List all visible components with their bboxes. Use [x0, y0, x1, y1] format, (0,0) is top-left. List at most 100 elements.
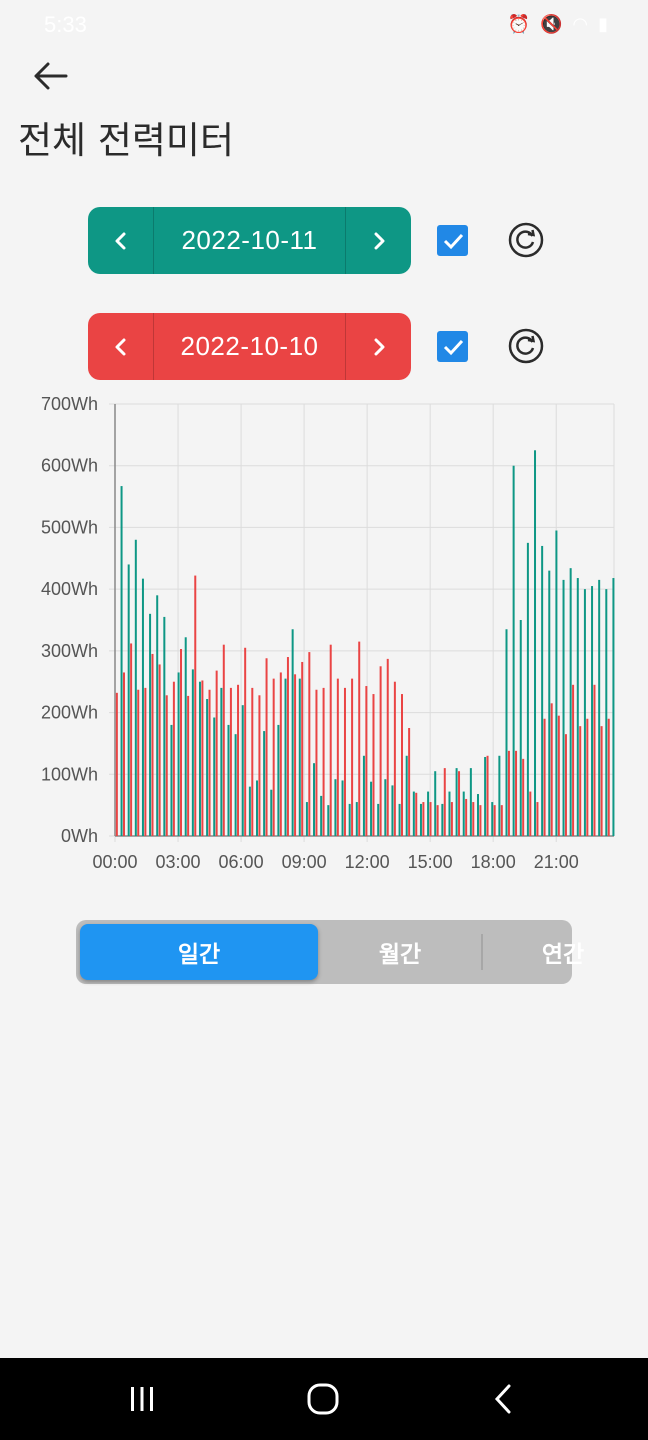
bar-current	[156, 595, 159, 836]
refresh-icon	[508, 328, 544, 364]
bar-compare	[379, 666, 382, 836]
x-tick-label: 15:00	[408, 852, 453, 872]
bar-current	[562, 579, 565, 836]
tab-yearly[interactable]: 연간	[541, 942, 585, 968]
status-time: 5:33	[44, 12, 87, 37]
prev-date-button[interactable]	[88, 313, 153, 380]
tab-daily[interactable]: 일간	[80, 924, 318, 980]
bar-compare	[187, 695, 190, 836]
bar-compare	[450, 802, 453, 836]
bar-current	[184, 637, 187, 836]
bar-compare	[272, 678, 275, 836]
bar-compare	[500, 805, 503, 836]
bar-compare	[251, 687, 254, 836]
checkbox-current[interactable]	[437, 225, 468, 256]
bar-current	[462, 791, 465, 836]
bar-compare	[408, 728, 411, 836]
bar-current	[405, 755, 408, 836]
bar-compare	[593, 684, 596, 836]
bar-compare	[215, 670, 218, 836]
bar-current	[170, 724, 173, 836]
navigation-bar	[0, 1358, 648, 1440]
bar-compare	[429, 802, 432, 836]
bar-compare	[222, 644, 225, 836]
bar-compare	[201, 680, 204, 836]
bar-current	[120, 486, 123, 836]
status-bar: 5:33 ⏰ 🔇 ◠ ▮	[0, 0, 648, 56]
bar-compare	[458, 771, 461, 836]
next-date-button[interactable]	[346, 207, 411, 274]
bar-current	[469, 768, 472, 836]
recent-apps-icon	[131, 1387, 153, 1411]
bar-compare	[265, 658, 268, 836]
power-bar-chart: 0Wh 100Wh 200Wh 300Wh 400Wh 500Wh 600Wh 700Wh 00…	[41, 394, 615, 872]
bar-current	[534, 450, 537, 836]
x-tick-label: 21:00	[534, 852, 579, 872]
bar-current	[598, 579, 601, 836]
refresh-button-current[interactable]	[507, 221, 545, 259]
bar-compare	[372, 694, 375, 836]
back-nav-icon	[494, 1384, 511, 1414]
bar-current	[305, 802, 308, 836]
bar-current	[241, 705, 244, 836]
bar-current	[484, 757, 487, 836]
prev-date-button[interactable]	[88, 207, 153, 274]
chevron-left-icon	[115, 338, 125, 355]
date-label[interactable]: 2022-10-10	[180, 331, 319, 361]
status-icons: ⏰ 🔇 ◠ ▮	[508, 14, 608, 35]
chevron-right-icon	[374, 232, 384, 249]
bar-compare	[536, 802, 539, 836]
page-title: 전체 전력미터	[18, 119, 235, 162]
bar-compare	[436, 805, 439, 836]
bar-compare	[151, 653, 154, 836]
bar-compare	[244, 647, 247, 836]
y-tick-label: 400Wh	[41, 579, 98, 599]
bar-compare	[507, 750, 510, 836]
bar-current	[163, 616, 166, 836]
bar-compare	[600, 726, 603, 836]
x-tick-label: 06:00	[219, 852, 264, 872]
bar-compare	[115, 692, 118, 836]
tab-monthly[interactable]: 월간	[378, 942, 422, 968]
bar-compare	[165, 695, 168, 836]
back-nav-button[interactable]	[474, 1376, 534, 1422]
bar-compare	[137, 689, 140, 836]
back-button[interactable]	[28, 56, 72, 96]
bar-compare	[208, 689, 211, 836]
bar-current	[555, 530, 558, 836]
divider	[153, 313, 154, 380]
bar-compare	[358, 641, 361, 836]
bar-compare	[443, 768, 446, 836]
bar-current	[220, 687, 223, 836]
alarm-icon: ⏰	[507, 14, 530, 35]
bar-compare	[336, 678, 339, 836]
date-picker-compare: 2022-10-10	[88, 313, 411, 380]
y-tick-label: 700Wh	[41, 394, 98, 414]
bar-current	[248, 786, 251, 836]
recent-apps-button[interactable]	[112, 1376, 172, 1422]
date-label[interactable]: 2022-10-11	[181, 225, 318, 255]
bar-current	[441, 803, 444, 836]
refresh-button-compare[interactable]	[507, 327, 545, 365]
bar-current	[134, 539, 137, 836]
home-button[interactable]	[293, 1376, 353, 1422]
bar-current	[548, 570, 551, 836]
bar-compare	[279, 672, 282, 836]
bar-current	[370, 781, 373, 836]
bar-current	[591, 586, 594, 836]
bar-current	[206, 698, 209, 836]
bar-compare	[400, 694, 403, 836]
bar-compare	[258, 695, 261, 836]
checkbox-compare[interactable]	[437, 331, 468, 362]
y-tick-label: 500Wh	[41, 517, 98, 537]
next-date-button[interactable]	[346, 313, 411, 380]
divider	[345, 207, 346, 274]
bar-compare	[237, 684, 240, 836]
x-tick-label: 03:00	[156, 852, 201, 872]
bar-compare	[122, 672, 125, 836]
bar-current	[234, 734, 237, 836]
date-picker-current: 2022-10-11	[88, 207, 411, 274]
bar-compare	[130, 643, 133, 836]
bar-current	[612, 578, 615, 836]
check-icon	[443, 339, 463, 355]
